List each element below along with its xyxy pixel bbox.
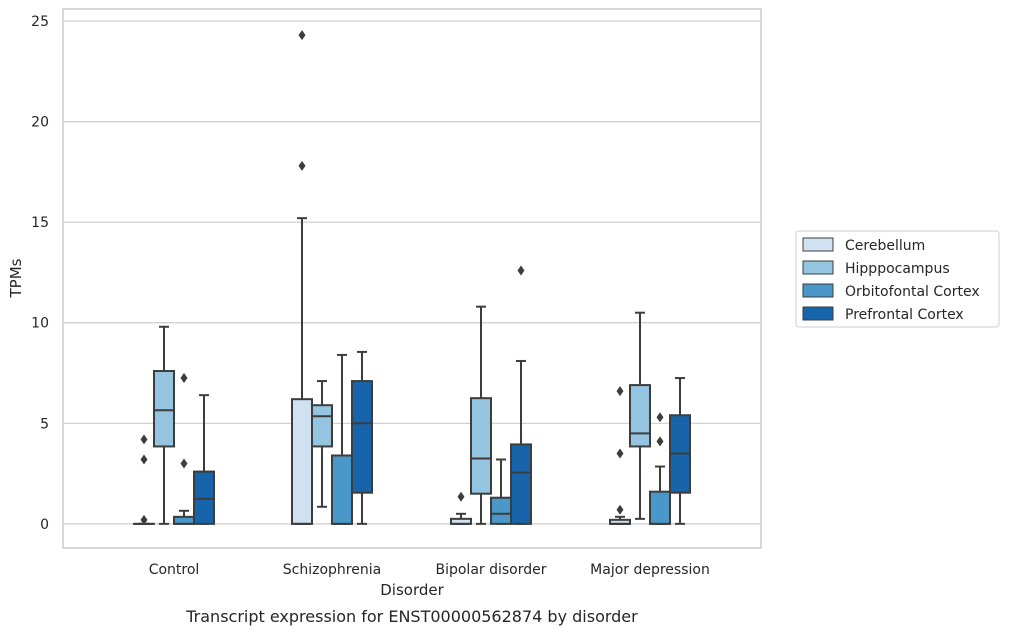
legend: Cerebellum Hipppocampus Orbitofontal Corte… <box>795 230 1000 328</box>
box-0-3 <box>609 386 631 525</box>
x-tick-label-2: Bipolar disorder <box>435 562 546 578</box>
outlier-1 <box>616 448 624 459</box>
box-body <box>629 384 651 448</box>
x-tick-label-0: Control <box>149 562 200 578</box>
box-3-2 <box>510 265 532 525</box>
box-1-1 <box>311 380 333 508</box>
outlier-0 <box>616 504 624 515</box>
outlier-1 <box>140 454 148 465</box>
outlier-1 <box>656 412 664 423</box>
outlier-1 <box>180 373 188 384</box>
y-tick-labels: 0 5 10 15 20 25 <box>31 14 49 533</box>
legend-swatch-1 <box>802 260 834 275</box>
x-tick-label-1: Schizophrenia <box>283 562 381 578</box>
box-0-0 <box>133 434 155 525</box>
box-0-1 <box>291 30 313 525</box>
box-2-3 <box>649 412 671 525</box>
legend-frame <box>795 230 1000 328</box>
box-body <box>490 496 512 525</box>
box-body <box>311 404 333 448</box>
legend-swatch-2 <box>802 283 834 298</box>
outlier-0 <box>140 514 148 525</box>
box-body <box>173 515 195 525</box>
box-body <box>153 370 175 448</box>
box-body <box>351 380 373 494</box>
outlier-0 <box>298 160 306 171</box>
outlier-0 <box>517 265 525 276</box>
outlier-0 <box>656 436 664 447</box>
y-tick-label-0: 0 <box>40 517 49 533</box>
chart-caption: Transcript expression for ENST0000056287… <box>185 607 638 626</box>
box-1-0 <box>153 325 175 525</box>
outlier-2 <box>140 434 148 445</box>
box-1-2 <box>470 305 492 525</box>
box-body <box>193 470 215 525</box>
box-body <box>291 398 313 525</box>
box-body <box>470 397 492 495</box>
plot-frame <box>62 8 762 549</box>
box-0-2 <box>450 491 472 525</box>
legend-label-3: Prefrontal Cortex <box>845 307 964 323</box>
outlier-2 <box>616 386 624 397</box>
outlier-0 <box>457 491 465 502</box>
box-body <box>331 454 353 525</box>
outlier-1 <box>298 30 306 41</box>
y-tick-label-20: 20 <box>31 115 49 131</box>
box-marks <box>133 30 691 525</box>
box-3-3 <box>669 377 691 525</box>
box-3-1 <box>351 350 373 525</box>
legend-label-0: Cerebellum <box>845 238 925 254</box>
box-body <box>649 490 671 525</box>
plot-background <box>63 9 761 548</box>
legend-label-1: Hipppocampus <box>845 261 950 277</box>
x-axis-label: Disorder <box>380 581 444 599</box>
legend-swatch-0 <box>802 237 834 252</box>
x-tick-label-3: Major depression <box>590 562 710 578</box>
x-tick-labels: Control Schizophrenia Bipolar disorder Majo… <box>149 562 710 578</box>
y-tick-label-10: 10 <box>31 316 49 332</box>
y-tick-label-15: 15 <box>31 215 49 231</box>
box-body <box>510 443 532 525</box>
outlier-0 <box>180 458 188 469</box>
box-3-0 <box>193 394 215 525</box>
y-tick-label-25: 25 <box>31 14 49 30</box>
legend-swatch-3 <box>802 306 834 321</box>
y-axis-label: TPMs <box>7 258 25 298</box>
y-tick-label-5: 5 <box>40 416 49 432</box>
box-1-3 <box>629 311 651 520</box>
box-2-1 <box>331 353 353 525</box>
legend-label-2: Orbitofontal Cortex <box>845 284 980 300</box>
